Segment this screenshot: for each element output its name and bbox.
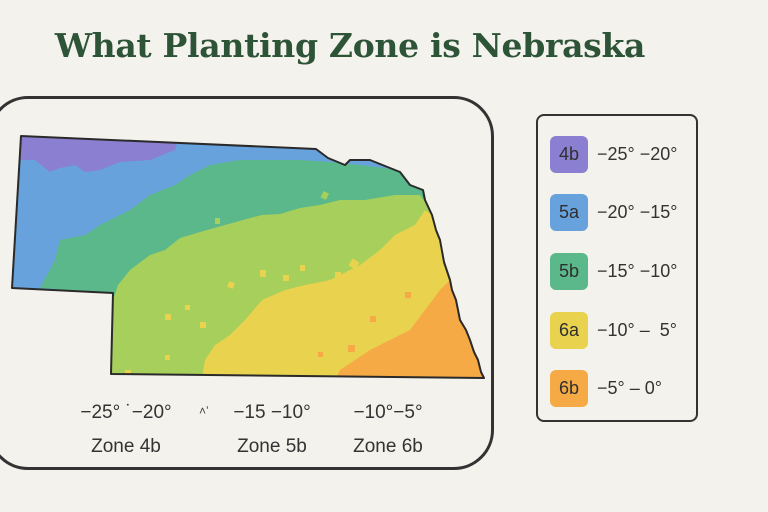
legend-range: −10° – 5° <box>597 319 677 340</box>
nebraska-outline <box>11 135 485 379</box>
legend-item-4b: 4b −25° −20° <box>550 135 700 173</box>
bottom-label-range: −10°−5° <box>353 402 423 423</box>
bottom-label-range: −25° ˙−20° <box>80 402 172 423</box>
legend-range: −20° −15° <box>597 201 678 222</box>
nebraska-zone-map <box>11 135 485 379</box>
legend-range: −25° −20° <box>597 143 678 164</box>
zone-6b-region <box>330 280 484 378</box>
bottom-label-4b: −25° ˙−20° Zone 4b <box>62 402 190 458</box>
legend-range: −5° – 0° <box>597 377 662 398</box>
legend-item-6b: 6b −5° – 0° <box>550 369 700 407</box>
legend-item-6a: 6a −10° – 5° <box>550 311 700 349</box>
legend-swatch: 6a <box>550 311 588 349</box>
legend-swatch: 5b <box>550 252 588 290</box>
legend-swatch: 4b <box>550 135 588 173</box>
map-frame <box>0 96 494 470</box>
page-title: What Planting Zone is Nebraska <box>54 26 646 65</box>
stray-mark: ˄ʼ <box>199 404 209 418</box>
legend-item-5a: 5a −20° −15° <box>550 193 700 231</box>
zone-legend: 4b −25° −20° 5a −20° −15° 5b −15° −10° 6… <box>536 114 698 422</box>
bottom-label-5b: −15 −10° Zone 5b <box>218 402 326 458</box>
bottom-zone-labels: −25° ˙−20° Zone 4b −15 −10° Zone 5b −10°… <box>0 402 500 472</box>
legend-item-5b: 5b −15° −10° <box>550 252 700 290</box>
legend-swatch: 5a <box>550 193 588 231</box>
legend-swatch: 6b <box>550 369 588 407</box>
bottom-label-zone: Zone 4b <box>91 436 161 457</box>
legend-range: −15° −10° <box>597 260 678 281</box>
bottom-label-range: −15 −10° <box>233 402 311 423</box>
bottom-label-6b: −10°−5° Zone 6b <box>336 402 440 458</box>
bottom-label-zone: Zone 5b <box>237 436 307 457</box>
bottom-label-zone: Zone 6b <box>353 436 423 457</box>
zone-speckles <box>125 258 360 374</box>
